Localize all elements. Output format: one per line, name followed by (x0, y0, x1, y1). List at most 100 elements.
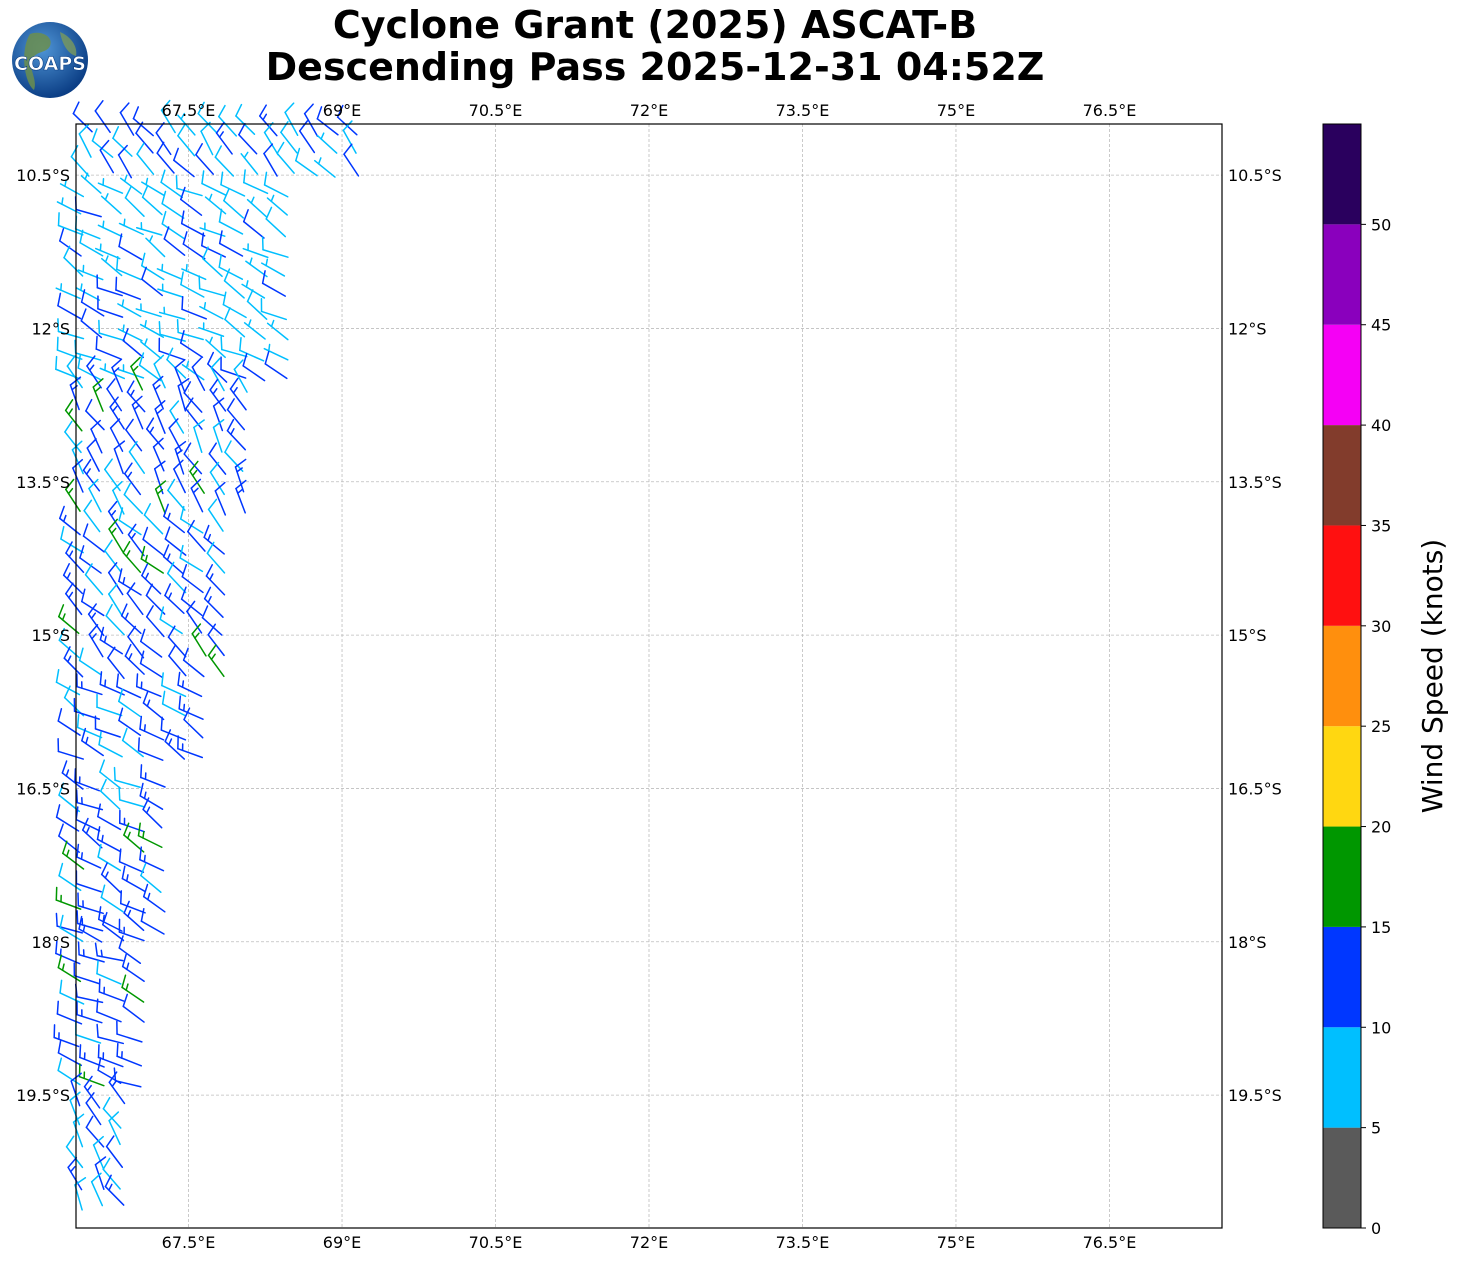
barb-staff (135, 685, 162, 698)
barb-staff (98, 332, 126, 342)
barb-feather (100, 949, 103, 958)
wind-barb (266, 319, 289, 341)
barb-feather (212, 388, 218, 395)
barb-feather (72, 101, 80, 115)
barb-feather (129, 389, 135, 397)
wind-barb (229, 377, 247, 411)
wind-barb (153, 460, 166, 495)
wind-barb (203, 586, 224, 618)
barb-feather (249, 257, 253, 265)
barb-staff (303, 112, 319, 137)
wind-barb (94, 715, 121, 738)
logo-text: COAPS (14, 53, 86, 75)
barb-feather (126, 962, 130, 971)
barb-staff (167, 489, 186, 511)
barb-staff (223, 280, 245, 299)
barb-feather (122, 328, 129, 342)
wind-barb (61, 760, 84, 790)
barb-staff (57, 966, 82, 983)
barb-feather (168, 644, 177, 657)
barb-feather (66, 355, 76, 367)
wind-barb (316, 132, 338, 154)
lon-tick-label-top: 69°E (323, 101, 361, 120)
barb-staff (181, 268, 207, 281)
wind-barb (121, 953, 145, 982)
wind-barb (96, 1023, 125, 1045)
barb-feather (55, 912, 58, 927)
barb-feather (147, 892, 151, 901)
wind-barb (191, 357, 206, 391)
barb-feather (76, 910, 79, 925)
barb-staff (169, 409, 185, 434)
barb-feather (220, 171, 224, 186)
barb-staff (104, 468, 121, 492)
barb-feather (111, 358, 123, 369)
barb-feather (154, 480, 167, 490)
barb-staff (161, 202, 185, 219)
barb-feather (143, 724, 146, 732)
barb-staff (105, 1145, 124, 1168)
wind-barb (207, 644, 225, 678)
barb-feather (193, 419, 205, 429)
barb-staff (97, 224, 123, 238)
barb-feather (92, 1135, 104, 1146)
barb-staff (85, 1102, 102, 1126)
wind-barb (163, 503, 186, 534)
barb-feather (250, 196, 255, 204)
wind-barb (242, 352, 266, 382)
lon-tick-label-bottom: 70.5°E (469, 1233, 523, 1252)
barb-feather (160, 716, 163, 731)
wind-barb (142, 883, 166, 913)
barb-feather (207, 351, 215, 365)
wind-barb (180, 210, 206, 237)
barb-feather (61, 963, 65, 971)
wind-barb (239, 336, 265, 362)
barb-feather (343, 143, 353, 155)
barb-feather (55, 804, 61, 818)
wind-barb (141, 184, 163, 216)
barb-staff (280, 131, 298, 154)
wind-barb (109, 396, 125, 430)
barb-staff (140, 776, 166, 788)
wind-barb (91, 128, 114, 158)
wind-barb (164, 526, 187, 556)
wind-barb (263, 171, 289, 198)
wind-barb (118, 935, 142, 965)
wind-barb (222, 291, 247, 319)
wind-barb (79, 229, 104, 257)
barb-feather (197, 101, 205, 115)
wind-barb (81, 817, 103, 849)
wind-barb (90, 1172, 104, 1207)
wind-barb (177, 112, 196, 136)
barb-feather (154, 400, 166, 410)
barb-feather (226, 418, 235, 432)
wind-barb (174, 440, 187, 475)
barb-staff (156, 152, 175, 174)
wind-barb (206, 541, 226, 574)
barb-feather (316, 106, 323, 120)
barb-feather (139, 650, 145, 665)
barb-staff (207, 654, 225, 678)
wind-barb (86, 355, 102, 389)
wind-barb (224, 440, 244, 472)
barb-feather (83, 1075, 93, 1088)
wind-barb (83, 499, 101, 533)
wind-barb (104, 539, 122, 573)
wind-barb (80, 308, 103, 339)
lon-tick-label-bottom: 67.5°E (162, 1233, 216, 1252)
barb-feather (57, 1039, 62, 1054)
colorbar-tick-label: 25 (1371, 717, 1391, 736)
barb-feather (265, 206, 273, 220)
barb-feather (118, 233, 123, 248)
barb-staff (99, 149, 115, 174)
wind-barb (167, 478, 186, 511)
barb-feather (142, 797, 150, 811)
barb-feather (105, 603, 113, 617)
barb-feather (317, 157, 322, 165)
barb-staff (56, 925, 84, 934)
barb-staff (116, 685, 142, 699)
lat-tick-label-right: 16.5°S (1228, 779, 1282, 798)
wind-barb (67, 1156, 83, 1191)
barb-feather (125, 983, 129, 991)
wind-barb (104, 1174, 125, 1206)
